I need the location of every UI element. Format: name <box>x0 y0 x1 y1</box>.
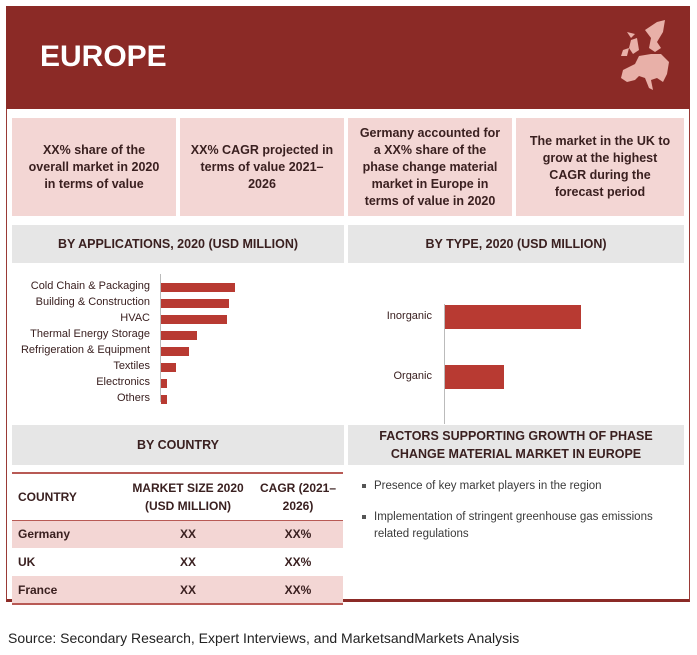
highlight-germany: Germany accounted for a XX% share of the… <box>348 118 512 216</box>
factor-item: Presence of key market players in the re… <box>360 478 680 495</box>
header-market-size: MARKET SIZE 2020 (USD MILLION) <box>123 472 253 521</box>
factors-list: Presence of key market players in the re… <box>360 478 680 557</box>
category-label: Thermal Energy Storage <box>30 328 150 340</box>
highlight-cagr: XX% CAGR projected in terms of value 202… <box>180 118 344 216</box>
table-header-row: COUNTRY MARKET SIZE 2020 (USD MILLION) C… <box>12 472 343 521</box>
category-label: Textiles <box>113 360 150 372</box>
bar <box>161 330 197 340</box>
country-table: COUNTRY MARKET SIZE 2020 (USD MILLION) C… <box>12 472 343 605</box>
bar <box>161 282 235 292</box>
factor-item: Implementation of stringent greenhouse g… <box>360 509 680 543</box>
country-title: BY COUNTRY <box>12 425 344 465</box>
source-note: Source: Secondary Research, Expert Inter… <box>8 630 520 646</box>
highlight-uk: The market in the UK to grow at the high… <box>516 118 684 216</box>
cell-market-size: XX <box>123 520 253 548</box>
category-label: Organic <box>393 370 432 382</box>
table-row: France XX XX% <box>12 576 343 605</box>
europe-map-icon <box>621 20 669 90</box>
applications-chart-title: BY APPLICATIONS, 2020 (USD MILLION) <box>12 225 344 263</box>
cell-country: UK <box>18 555 36 569</box>
category-label: Inorganic <box>386 310 432 322</box>
category-label: Electronics <box>96 376 150 388</box>
header-cagr: CAGR (2021–2026) <box>253 472 343 521</box>
category-label: HVAC <box>120 312 150 324</box>
bar <box>161 394 167 404</box>
bar <box>445 305 581 329</box>
cell-country: Germany <box>12 520 123 548</box>
bar <box>161 298 229 308</box>
highlight-market-share: XX% share of the overall market in 2020 … <box>12 118 176 216</box>
region-title: EUROPE <box>40 40 167 73</box>
header-band <box>6 6 690 109</box>
chart-axis <box>160 274 161 402</box>
category-label: Building & Construction <box>35 296 150 308</box>
category-label: Others <box>116 392 150 404</box>
bar <box>161 378 167 388</box>
bar <box>445 365 504 389</box>
cell-country: France <box>12 576 123 605</box>
cell-market-size: XX <box>179 555 196 569</box>
bar <box>161 314 227 324</box>
factors-title: FACTORS SUPPORTING GROWTH OF PHASE CHANG… <box>348 425 684 465</box>
chart-axis <box>444 304 445 424</box>
table-row: Germany XX XX% <box>12 520 343 548</box>
applications-chart: Cold Chain & Packaging Building & Constru… <box>0 270 345 410</box>
type-chart-title: BY TYPE, 2020 (USD MILLION) <box>348 225 684 263</box>
cell-cagr: XX% <box>253 576 343 605</box>
cell-cagr: XX% <box>284 555 312 569</box>
table-row: UK XX XX% <box>12 548 343 576</box>
category-label: Refrigeration & Equipment <box>20 344 150 356</box>
bar <box>161 362 176 372</box>
cell-cagr: XX% <box>253 520 343 548</box>
type-chart: Inorganic Organic <box>348 270 688 424</box>
cell-market-size: XX <box>123 576 253 605</box>
category-label: Cold Chain & Packaging <box>30 280 150 292</box>
bar <box>161 346 189 356</box>
header-country: COUNTRY <box>12 472 123 521</box>
